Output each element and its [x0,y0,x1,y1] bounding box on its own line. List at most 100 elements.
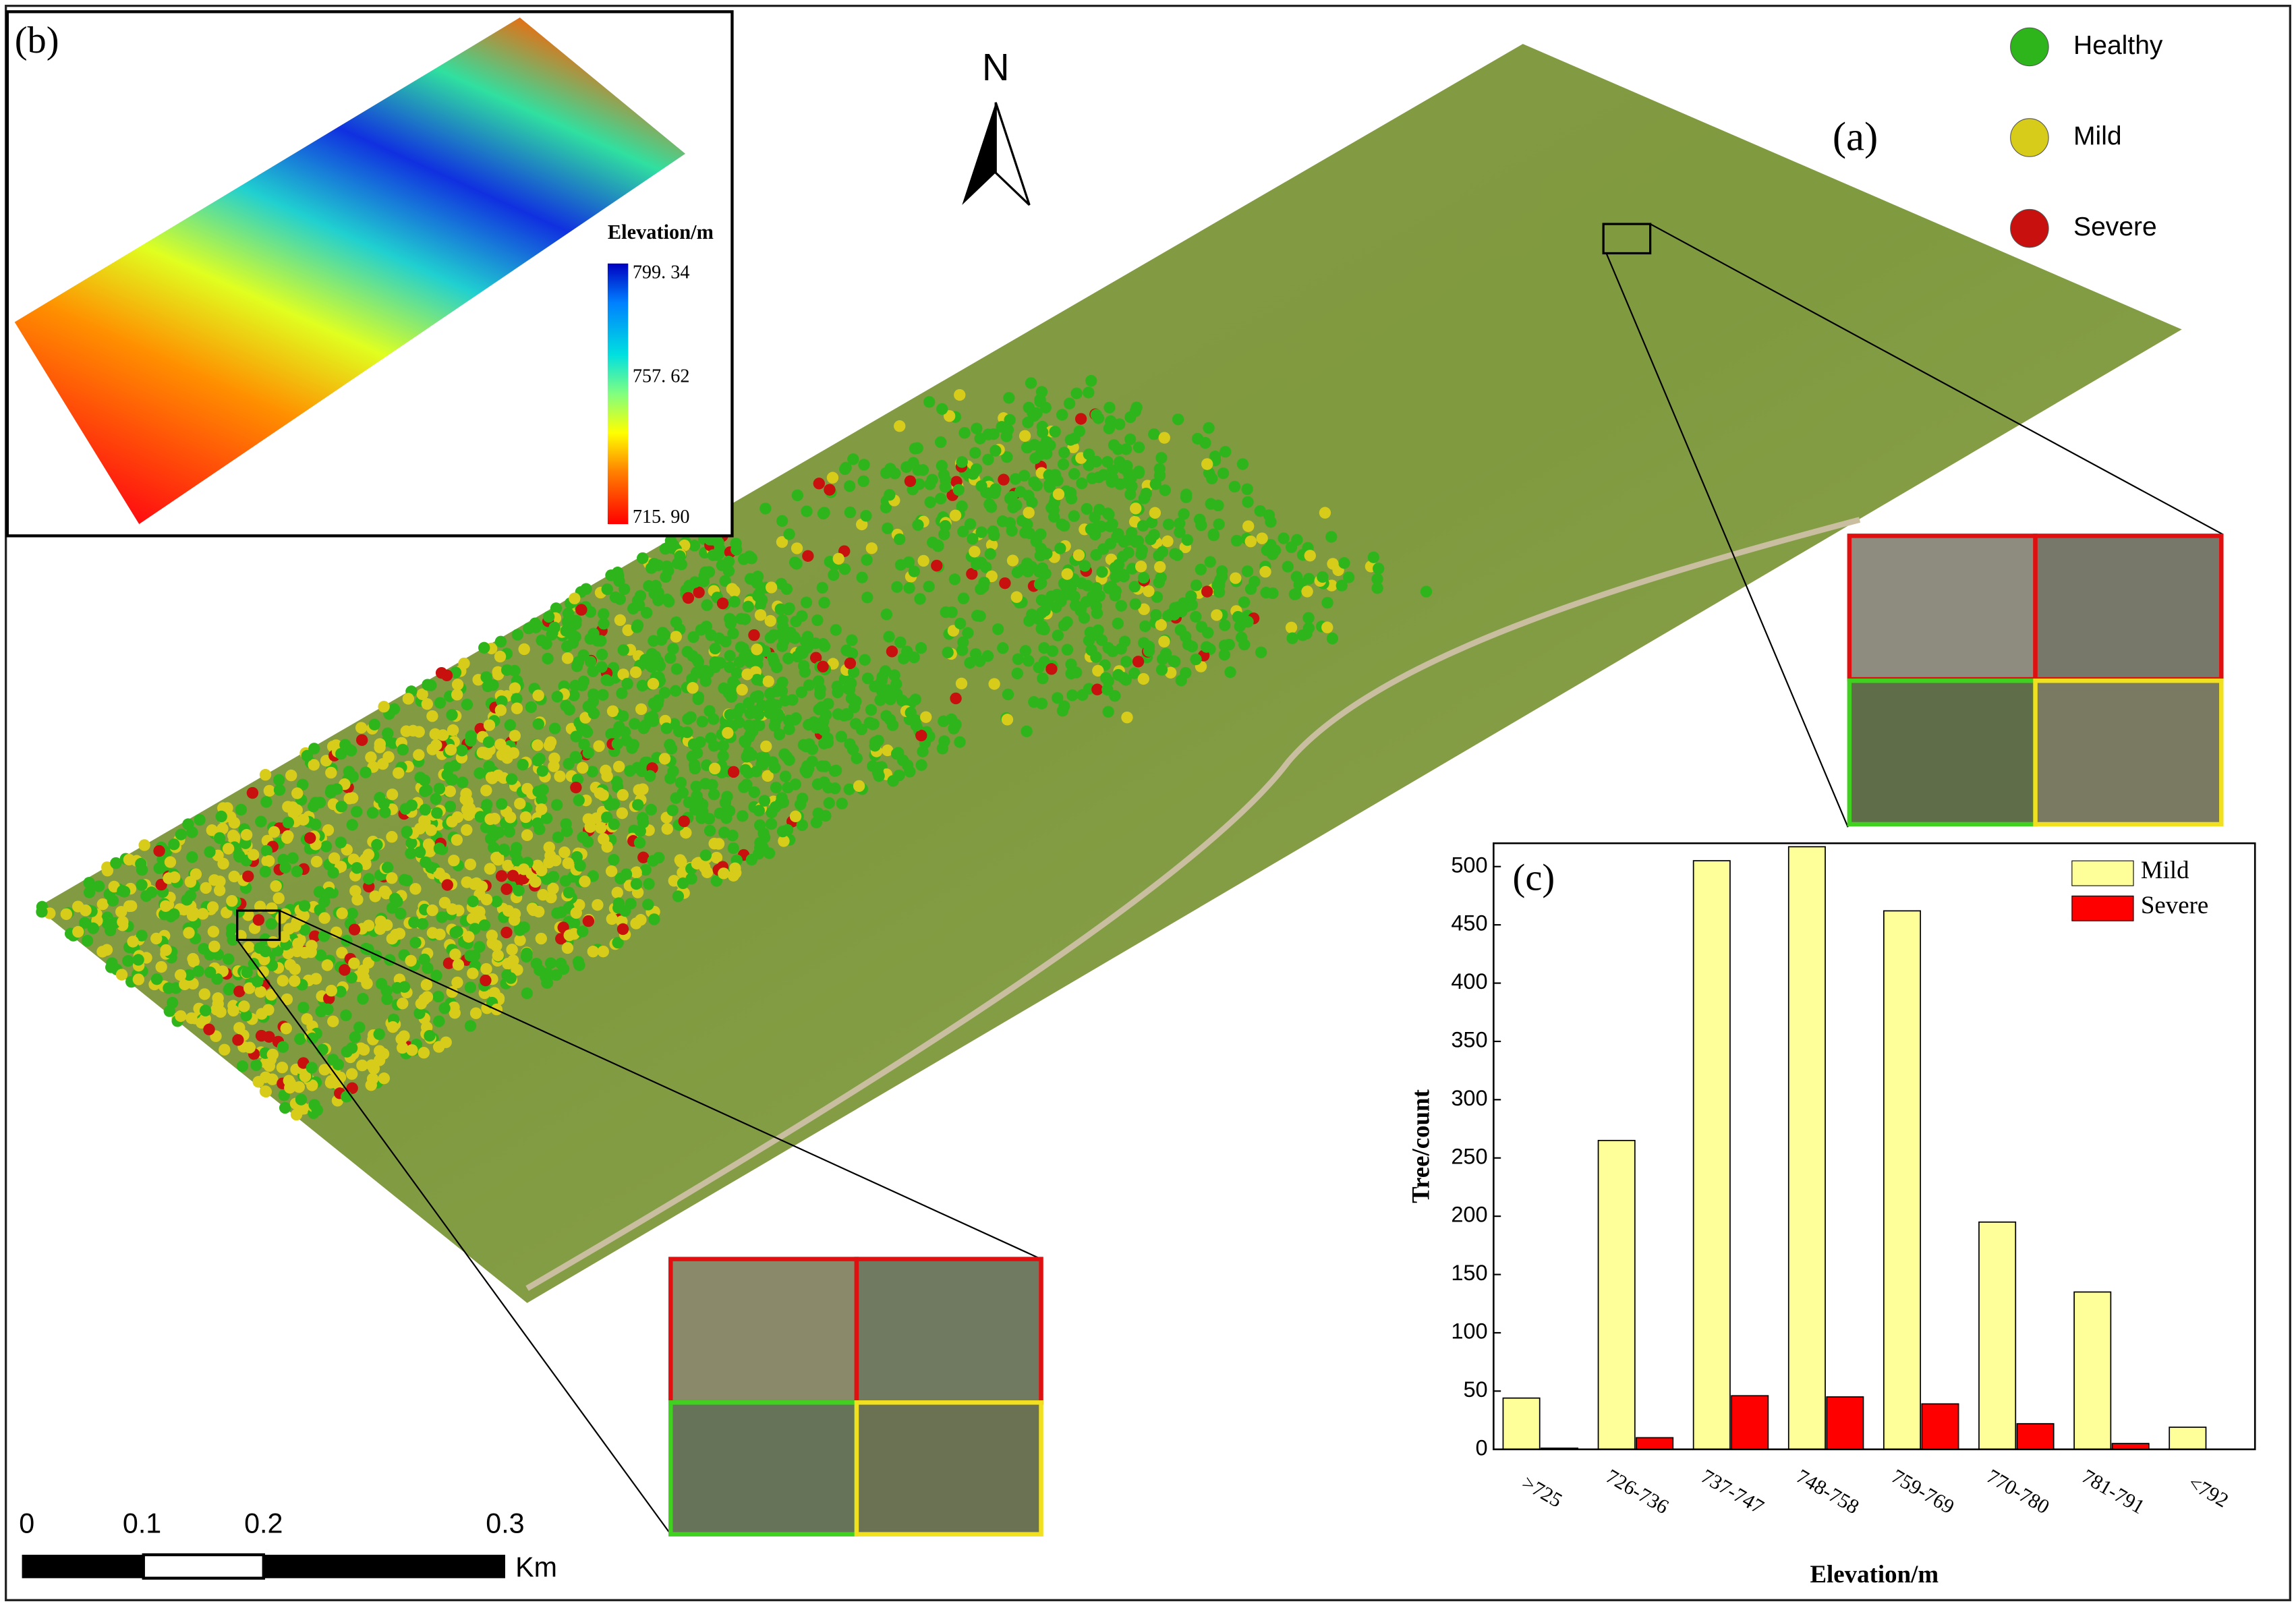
tree-point [742,600,754,613]
tree-point [813,688,826,700]
tree-point [716,597,729,610]
tree-point [669,685,682,697]
tree-point [1041,447,1053,460]
tree-point [1293,579,1305,591]
tree-point [957,592,970,604]
tree-point [998,474,1010,486]
tree-point [720,812,733,824]
tree-point [1057,458,1070,470]
tree-point [699,849,712,861]
tree-point [1336,579,1348,592]
tree-point [722,687,735,699]
y-tick-label: 500 [1451,853,1487,877]
tree-point [637,552,649,565]
tree-point [550,969,563,981]
tree-point [835,730,847,743]
tree-point [473,906,486,918]
tree-point [106,957,118,969]
tree-point [544,736,557,749]
tree-point [433,842,446,855]
tree-point [419,785,431,797]
tree-point [894,533,906,546]
tree-point [1153,463,1166,475]
tree-point [523,622,535,635]
tree-point [823,797,835,809]
tree-point [846,634,858,646]
tree-point [853,780,865,793]
tree-point [503,905,515,917]
tree-point [1114,418,1126,430]
tree-point [310,818,322,830]
tree-point [573,794,585,807]
tree-point [1083,448,1095,461]
tree-point [935,492,947,505]
tree-point [910,720,923,732]
tree-point [1052,474,1064,487]
tree-point [660,722,672,735]
tree-point [186,909,199,921]
tree-point [601,840,613,853]
tree-point [1136,544,1148,556]
tree-point [988,529,1000,542]
tree-point [483,719,496,731]
tree-point [1028,696,1040,708]
tree-point [341,1091,353,1103]
tree-point [569,631,581,643]
tree-point [1201,585,1213,598]
tree-point [577,831,589,843]
tree-point [1091,607,1103,619]
tree-point [770,781,782,794]
bar [1692,860,1731,1450]
tree-point [735,641,747,653]
tree-point [1230,534,1243,547]
tree-point [1018,469,1031,482]
tree-point [521,782,534,795]
tree-point [1236,458,1249,470]
bar [1978,1221,2017,1450]
tree-point [883,631,895,643]
tree-point [848,701,861,714]
tree-point [263,784,276,797]
tree-point [547,871,560,883]
tree-point [1060,589,1072,601]
tree-point [939,519,952,532]
tree-point [551,907,563,919]
tree-point [856,518,868,531]
tree-point [534,823,546,836]
legend-label: Healthy [2073,31,2163,60]
tree-point [1302,612,1315,624]
tree-point [727,842,740,855]
tree-point [596,648,608,661]
tree-point [783,528,795,540]
tree-point [349,885,362,897]
tree-point [813,478,826,490]
y-tick-label: 0 [1476,1435,1488,1460]
tree-point [1216,565,1228,577]
tree-point [609,591,622,604]
tree-point [200,882,212,894]
tree-point [577,925,589,938]
tree-point [363,873,375,885]
tree-point [701,599,713,611]
tree-point [802,550,814,562]
tree-point [1033,661,1045,674]
tree-point [362,849,375,861]
tree-point [345,971,357,984]
legend-label: Severe [2141,891,2208,919]
tree-point [887,775,899,787]
tree-point [1255,646,1267,658]
tree-point [1079,560,1091,572]
bar [2169,1427,2207,1450]
north-label: N [982,46,1010,88]
tree-point [737,810,749,822]
scale-label: 0 [19,1508,34,1539]
tree-point [569,592,581,604]
tree-point [776,826,789,838]
tree-point [608,854,620,866]
tree-point [357,993,369,1005]
tree-point [413,749,425,761]
tree-point [164,856,177,868]
tree-point [388,703,401,715]
tree-point [535,932,548,945]
tree-point [912,519,924,532]
